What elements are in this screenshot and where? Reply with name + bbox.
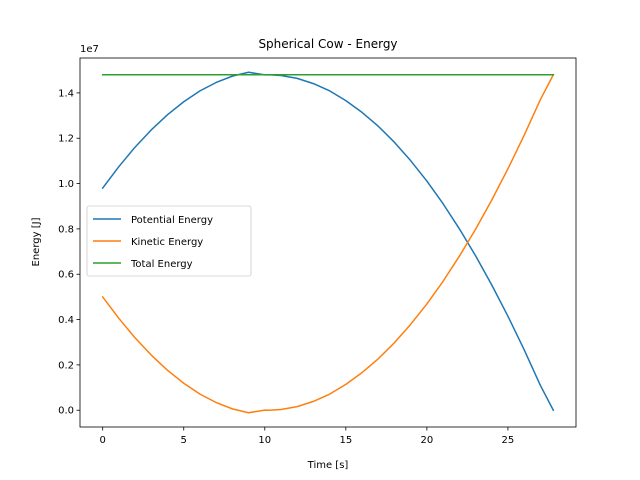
plot-area-frame [79,57,577,428]
y-tick-label: 1.0 [58,179,74,190]
series-line-kinetic-energy [101,73,555,414]
x-axis-ticks: 0 5 10 15 20 25 [100,427,515,446]
x-tick-label: 25 [502,435,515,446]
series-layer [101,71,555,414]
legend-label-kinetic-energy: Kinetic Energy [131,237,203,248]
x-axis-label: Time [s] [307,460,349,471]
y-tick-label: 1.4 [58,88,74,99]
y-axis-label: Energy [J] [31,217,42,266]
y-offset-text: 1e7 [80,44,99,55]
legend-label-total-energy: Total Energy [130,259,193,270]
x-tick-label: 20 [421,435,434,446]
x-tick-label: 5 [181,435,187,446]
y-tick-label: 1.2 [58,134,74,145]
legend: Potential Energy Kinetic Energy Total Ener… [86,205,252,277]
x-tick-label: 0 [100,435,106,446]
series-line-potential-energy [101,71,555,412]
y-tick-label: 0.8 [58,224,74,235]
legend-box [86,205,252,277]
y-axis-ticks: 0.0 0.2 0.4 0.6 0.8 1.0 1.2 1.4 [58,88,80,417]
legend-label-potential-energy: Potential Energy [131,215,213,226]
y-tick-label: 0.2 [58,360,74,371]
x-tick-label: 15 [339,435,352,446]
y-tick-label: 0.0 [58,406,74,417]
y-tick-label: 0.4 [58,315,74,326]
x-tick-label: 10 [258,435,271,446]
chart-title: Spherical Cow - Energy [258,37,397,51]
y-tick-label: 0.6 [58,270,74,281]
